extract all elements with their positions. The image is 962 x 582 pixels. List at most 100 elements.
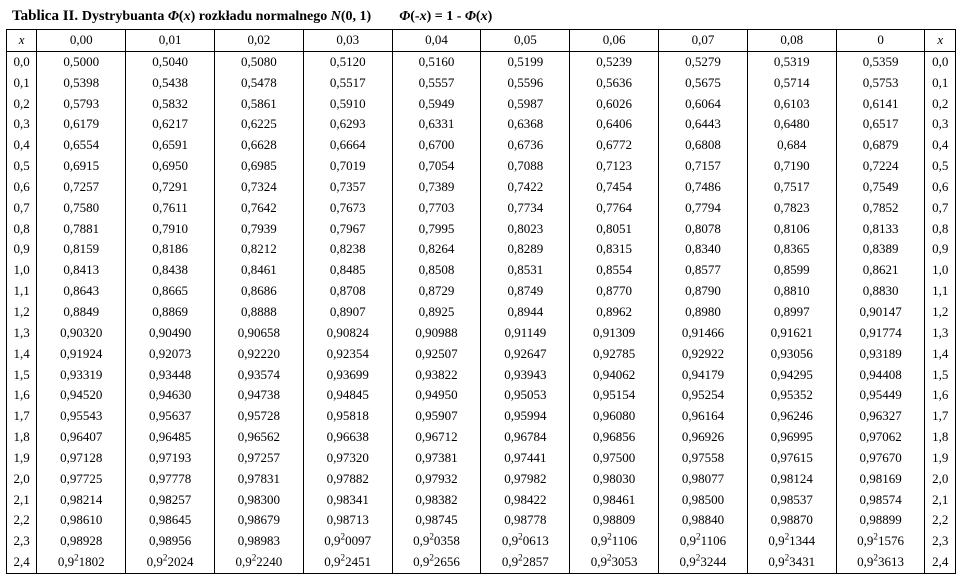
value-cell: 0,5910 xyxy=(303,94,392,115)
table-row: 1,20,88490,88690,88880,89070,89250,89440… xyxy=(7,302,956,323)
value-cell: 0,8849 xyxy=(37,302,126,323)
value-cell: 0,8133 xyxy=(836,219,925,240)
value-cell: 0,98778 xyxy=(481,510,570,531)
value-cell: 0,95637 xyxy=(126,406,215,427)
row-index-cell: 0,8 xyxy=(7,219,37,240)
value-cell: 0,6026 xyxy=(570,94,659,115)
value-cell: 0,98983 xyxy=(214,531,303,552)
value-cell: 0,7123 xyxy=(570,156,659,177)
value-cell: 0,97128 xyxy=(37,448,126,469)
value-cell: 0,93056 xyxy=(747,344,836,365)
value-cell: 0,6217 xyxy=(126,114,215,135)
value-cell: 0,5861 xyxy=(214,94,303,115)
value-cell: 0,98461 xyxy=(570,490,659,511)
value-cell: 0,8925 xyxy=(392,302,481,323)
row-index-cell: 0,8 xyxy=(925,219,956,240)
value-cell: 0,92073 xyxy=(126,344,215,365)
value-cell: 0,7389 xyxy=(392,177,481,198)
value-cell: 0,8810 xyxy=(747,281,836,302)
value-cell: 0,7054 xyxy=(392,156,481,177)
value-cell: 0,8599 xyxy=(747,260,836,281)
row-index-cell: 0,4 xyxy=(925,135,956,156)
value-cell: 0,922857 xyxy=(481,552,570,573)
row-index-cell: 2,1 xyxy=(925,490,956,511)
value-cell: 0,95907 xyxy=(392,406,481,427)
value-cell: 0,922451 xyxy=(303,552,392,573)
table-row: 0,20,57930,58320,58610,59100,59490,59870… xyxy=(7,94,956,115)
value-cell: 0,5438 xyxy=(126,73,215,94)
value-cell: 0,8790 xyxy=(659,281,748,302)
row-index-cell: 1,3 xyxy=(7,323,37,344)
value-cell: 0,95818 xyxy=(303,406,392,427)
value-cell: 0,95543 xyxy=(37,406,126,427)
table-row: 2,20,986100,986450,986790,987130,987450,… xyxy=(7,510,956,531)
value-cell: 0,96246 xyxy=(747,406,836,427)
value-cell: 0,91621 xyxy=(747,323,836,344)
col-header: x xyxy=(7,30,37,52)
col-header: 0,08 xyxy=(747,30,836,52)
row-index-cell: 2,3 xyxy=(7,531,37,552)
row-index-cell: 2,3 xyxy=(925,531,956,552)
value-cell: 0,98077 xyxy=(659,469,748,490)
value-cell: 0,97882 xyxy=(303,469,392,490)
value-cell: 0,91309 xyxy=(570,323,659,344)
value-cell: 0,8531 xyxy=(481,260,570,281)
value-cell: 0,5160 xyxy=(392,51,481,72)
table-row: 2,30,989280,989560,989830,9200970,920358… xyxy=(7,531,956,552)
table-row: 2,00,977250,977780,978310,978820,979320,… xyxy=(7,469,956,490)
value-cell: 0,92354 xyxy=(303,344,392,365)
value-cell: 0,5714 xyxy=(747,73,836,94)
value-cell: 0,7190 xyxy=(747,156,836,177)
row-index-cell: 1,6 xyxy=(925,385,956,406)
value-cell: 0,96562 xyxy=(214,427,303,448)
value-cell: 0,7088 xyxy=(481,156,570,177)
row-index-cell: 1,5 xyxy=(925,365,956,386)
value-cell: 0,6950 xyxy=(126,156,215,177)
value-cell: 0,98679 xyxy=(214,510,303,531)
value-cell: 0,96080 xyxy=(570,406,659,427)
value-cell: 0,96164 xyxy=(659,406,748,427)
value-cell: 0,91149 xyxy=(481,323,570,344)
value-cell: 0,5000 xyxy=(37,51,126,72)
value-cell: 0,5793 xyxy=(37,94,126,115)
col-header: 0,00 xyxy=(37,30,126,52)
col-header: 0,03 xyxy=(303,30,392,52)
col-header: 0,07 xyxy=(659,30,748,52)
value-cell: 0,921576 xyxy=(836,531,925,552)
value-cell: 0,98030 xyxy=(570,469,659,490)
value-cell: 0,92220 xyxy=(214,344,303,365)
value-cell: 0,97932 xyxy=(392,469,481,490)
value-cell: 0,98840 xyxy=(659,510,748,531)
value-cell: 0,98870 xyxy=(747,510,836,531)
value-cell: 0,5636 xyxy=(570,73,659,94)
value-cell: 0,96712 xyxy=(392,427,481,448)
value-cell: 0,6628 xyxy=(214,135,303,156)
value-cell: 0,92647 xyxy=(481,344,570,365)
table-row: 1,00,84130,84380,84610,84850,85080,85310… xyxy=(7,260,956,281)
row-index-cell: 1,0 xyxy=(7,260,37,281)
value-cell: 0,94630 xyxy=(126,385,215,406)
table-row: 0,70,75800,76110,76420,76730,77030,77340… xyxy=(7,198,956,219)
row-index-cell: 1,6 xyxy=(7,385,37,406)
table-row: 1,50,933190,934480,935740,936990,938220,… xyxy=(7,365,956,386)
row-index-cell: 1,4 xyxy=(925,344,956,365)
value-cell: 0,923053 xyxy=(570,552,659,573)
table-row: 0,10,53980,54380,54780,55170,55570,55960… xyxy=(7,73,956,94)
value-cell: 0,923431 xyxy=(747,552,836,573)
row-index-cell: 0,3 xyxy=(925,114,956,135)
table-row: 0,30,61790,62170,62250,62930,63310,63680… xyxy=(7,114,956,135)
value-cell: 0,98809 xyxy=(570,510,659,531)
value-cell: 0,7291 xyxy=(126,177,215,198)
row-index-cell: 0,5 xyxy=(7,156,37,177)
row-index-cell: 2,2 xyxy=(925,510,956,531)
table-row: 1,90,971280,971930,972570,973200,973810,… xyxy=(7,448,956,469)
row-index-cell: 1,9 xyxy=(7,448,37,469)
value-cell: 0,8621 xyxy=(836,260,925,281)
value-cell: 0,7642 xyxy=(214,198,303,219)
value-cell: 0,5359 xyxy=(836,51,925,72)
value-cell: 0,90824 xyxy=(303,323,392,344)
value-cell: 0,98169 xyxy=(836,469,925,490)
value-cell: 0,95728 xyxy=(214,406,303,427)
value-cell: 0,90658 xyxy=(214,323,303,344)
value-cell: 0,93448 xyxy=(126,365,215,386)
